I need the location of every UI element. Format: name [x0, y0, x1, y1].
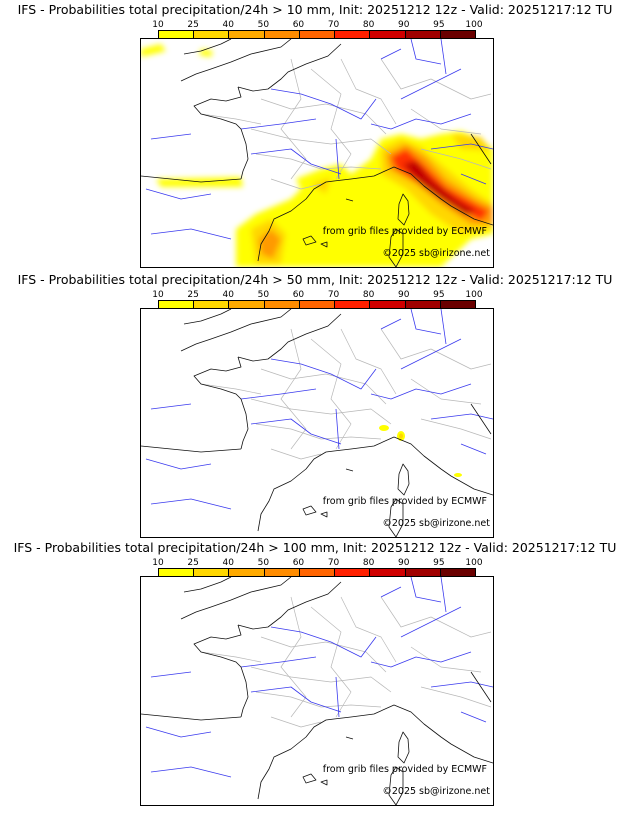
- colorbar-tick-label: 25: [187, 20, 199, 30]
- colorbar-tick-label: 60: [292, 558, 305, 568]
- colorbar-tick-label: 100: [465, 558, 483, 568]
- colorbar-segment: [159, 301, 195, 308]
- colorbar-segment: [440, 31, 475, 38]
- colorbar-tick-label: 80: [362, 290, 375, 300]
- credit-source: from grib files provided by ECMWF: [322, 496, 487, 507]
- colorbar-tick-label: 95: [433, 558, 445, 568]
- colorbar-tick-label: 90: [398, 20, 410, 30]
- panel-title: IFS - Probabilities total precipitation/…: [13, 540, 617, 555]
- colorbar-tick-label: 70: [327, 20, 340, 30]
- colorbar-tick-label: 80: [362, 558, 375, 568]
- colorbar-segment: [264, 301, 300, 308]
- precip-probability-field: [141, 44, 493, 267]
- colorbar-ticks: 10 25 40 50 60 70 80 90 95 100: [152, 20, 482, 30]
- colorbar-tick-label: 80: [362, 20, 375, 30]
- colorbar-segment: [405, 301, 441, 308]
- precip-probability-field: [379, 425, 462, 477]
- colorbar-segment: [405, 31, 441, 38]
- colorbar-segment: [299, 31, 336, 38]
- colorbar-segment: [229, 569, 265, 576]
- credit-copyright[interactable]: ©2025 sb@irizone.net: [382, 248, 490, 259]
- colorbar-tick-label: 50: [257, 20, 270, 30]
- colorbar-segment: [440, 569, 475, 576]
- colorbar-tick-label: 25: [187, 558, 199, 568]
- panel-10mm: IFS - Probabilities total precipitation/…: [0, 2, 630, 272]
- panel-title: IFS - Probabilities total precipitation/…: [17, 272, 613, 287]
- panel-title: IFS - Probabilities total precipitation/…: [17, 2, 613, 17]
- colorbar-tick-label: 50: [257, 558, 270, 568]
- credit-source: from grib files provided by ECMWF: [322, 764, 487, 775]
- colorbar-tick-label: 70: [327, 558, 340, 568]
- colorbar-segment: [299, 569, 336, 576]
- colorbar-segment: [194, 301, 230, 308]
- colorbar-segment: [194, 569, 230, 576]
- colorbar-segment: [299, 301, 336, 308]
- colorbar-tick-label: 25: [187, 290, 199, 300]
- colorbar-tick-label: 100: [465, 20, 483, 30]
- colorbar-tick-label: 10: [152, 558, 164, 568]
- colorbar-tick-label: 60: [292, 290, 305, 300]
- credit-copyright[interactable]: ©2025 sb@irizone.net: [382, 786, 490, 797]
- colorbar-segment: [229, 31, 265, 38]
- colorbar-tick-label: 90: [398, 558, 410, 568]
- colorbar-tick-label: 50: [257, 290, 270, 300]
- colorbar-segment: [370, 569, 406, 576]
- colorbar-tick-label: 40: [222, 20, 234, 30]
- colorbar-tick-label: 95: [433, 290, 445, 300]
- colorbar-ticks: 10 25 40 50 60 70 80 90 95 100: [152, 290, 482, 300]
- colorbar-segment: [335, 31, 371, 38]
- colorbar-segment: [370, 31, 406, 38]
- colorbar-segment: [229, 301, 265, 308]
- colorbar-segment: [194, 31, 230, 38]
- colorbar-tick-label: 90: [398, 290, 410, 300]
- colorbar-segment: [335, 569, 371, 576]
- colorbar-tick-label: 60: [292, 20, 305, 30]
- probability-map[interactable]: from grib files provided by ECMWF ©2025 …: [140, 308, 494, 538]
- colorbar-segment: [370, 301, 406, 308]
- map-canvas: [141, 309, 493, 537]
- map-canvas: [141, 39, 493, 267]
- colorbar-tick-label: 10: [152, 290, 164, 300]
- credit-source: from grib files provided by ECMWF: [322, 226, 487, 237]
- colorbar-tick-label: 10: [152, 20, 164, 30]
- credit-copyright[interactable]: ©2025 sb@irizone.net: [382, 518, 490, 529]
- colorbar-segment: [440, 301, 475, 308]
- colorbar-segment: [335, 301, 371, 308]
- probability-map[interactable]: from grib files provided by ECMWF ©2025 …: [140, 576, 494, 806]
- colorbar-tick-label: 100: [465, 290, 483, 300]
- colorbar-segment: [405, 569, 441, 576]
- colorbar-segment: [159, 31, 195, 38]
- panel-100mm: IFS - Probabilities total precipitation/…: [0, 540, 630, 810]
- colorbar-segment: [264, 569, 300, 576]
- colorbar-tick-label: 40: [222, 290, 234, 300]
- colorbar: [158, 300, 476, 309]
- probability-map[interactable]: from grib files provided by ECMWF ©2025 …: [140, 38, 494, 268]
- panel-50mm: IFS - Probabilities total precipitation/…: [0, 272, 630, 542]
- colorbar-tick-label: 40: [222, 558, 234, 568]
- colorbar-ticks: 10 25 40 50 60 70 80 90 95 100: [152, 558, 482, 568]
- colorbar-segment: [159, 569, 195, 576]
- colorbar-tick-label: 95: [433, 20, 445, 30]
- colorbar-segment: [264, 31, 300, 38]
- colorbar-tick-label: 70: [327, 290, 340, 300]
